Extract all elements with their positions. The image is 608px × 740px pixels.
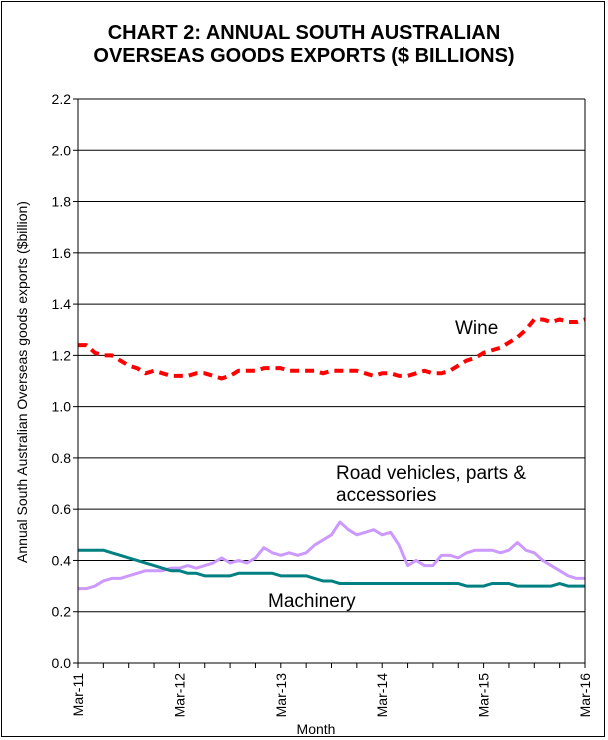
series-label-wine: Wine xyxy=(455,318,498,339)
x-tick-label: Mar-13 xyxy=(273,673,289,718)
y-tick-label: 1.4 xyxy=(52,296,72,312)
chart-title: CHART 2: ANNUAL SOUTH AUSTRALIAN OVERSEA… xyxy=(0,22,608,68)
y-tick-label: 0.0 xyxy=(52,655,72,671)
x-tick-label: Mar-11 xyxy=(70,673,86,717)
series-line-wine xyxy=(78,317,586,381)
axes: 0.0 0.2 0.4 0.6 0.8 1.0 1.2 1.4 1.6 1.8 2.0 2.2 Mar-… xyxy=(52,91,593,717)
series-label-machinery: Machinery xyxy=(268,591,356,612)
chart-title-line-1: CHART 2: ANNUAL SOUTH AUSTRALIAN xyxy=(107,22,501,44)
y-tick-label: 2.0 xyxy=(52,142,72,158)
y-tick-label: 2.2 xyxy=(52,91,72,107)
series-label-road-vehicles-line-1: Road vehicles, parts & xyxy=(336,463,526,484)
y-tick-label: 0.6 xyxy=(52,501,72,517)
y-tick-label: 1.6 xyxy=(52,245,72,261)
y-axis-title: Annual South Australian Overseas goods e… xyxy=(14,201,30,563)
series-lines xyxy=(78,317,586,591)
series-line-road-vehicles-parts-accessories xyxy=(78,520,585,591)
x-tick-label: Mar-14 xyxy=(374,673,390,718)
x-tick-label: Mar-12 xyxy=(171,673,187,718)
y-tick-label: 1.0 xyxy=(52,399,72,415)
y-tick-label: 0.8 xyxy=(52,450,72,466)
series-labels: Wine Road vehicles, parts & accessories … xyxy=(268,318,526,612)
x-tick-label: Mar-15 xyxy=(476,673,492,718)
y-tick-label: 0.2 xyxy=(52,604,72,620)
series-label-road-vehicles-line-2: accessories xyxy=(336,485,436,506)
gridlines xyxy=(78,98,585,613)
y-tick-label: 1.2 xyxy=(52,347,72,363)
series-line-machinery xyxy=(78,548,585,588)
y-tick-label: 0.4 xyxy=(52,552,72,568)
x-axis-title: Month xyxy=(297,721,336,737)
y-tick-label: 1.8 xyxy=(52,194,72,210)
x-tick-label: Mar-16 xyxy=(577,673,593,718)
chart-title-line-2: OVERSEAS GOODS EXPORTS ($ BILLIONS) xyxy=(93,45,515,67)
